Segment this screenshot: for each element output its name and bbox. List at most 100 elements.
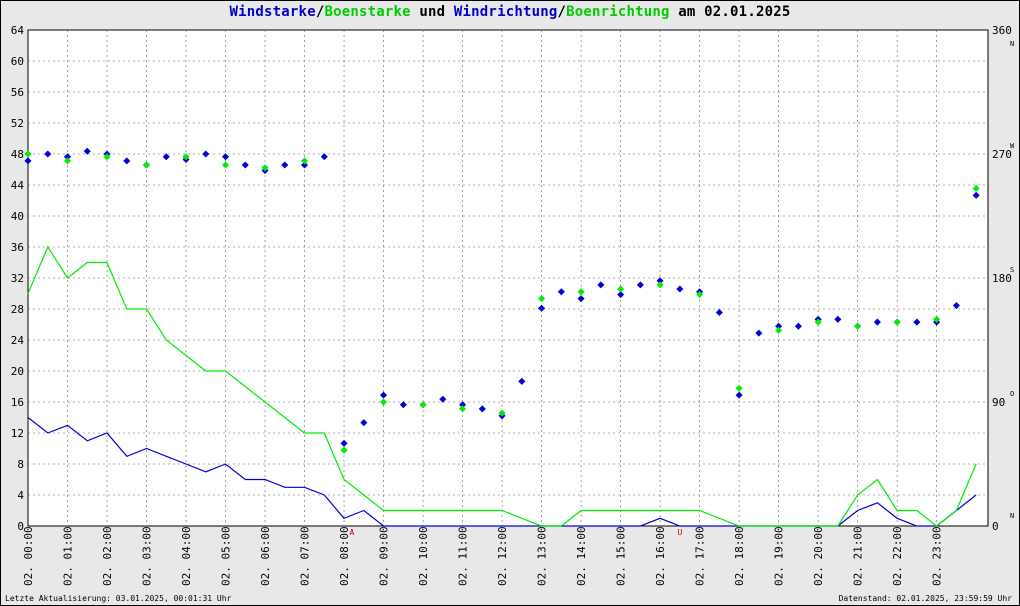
series-windrichtung-point xyxy=(162,153,170,161)
series-windrichtung-point xyxy=(557,288,565,296)
y-left-tick-label: 24 xyxy=(11,334,25,347)
y-right-direction-label: N xyxy=(1010,512,1014,520)
series-boenstarke-line xyxy=(27,245,977,527)
x-event-marker: U xyxy=(677,528,682,537)
x-tick-label: 02. 01:00 xyxy=(62,526,75,586)
series-boenrichtung-point xyxy=(656,281,664,289)
title-mid: und xyxy=(410,4,454,20)
x-event-marker: A xyxy=(350,528,355,537)
y-left-tick-label: 56 xyxy=(11,86,24,99)
series-windrichtung-point xyxy=(538,304,546,312)
series-boenrichtung-point xyxy=(893,318,901,326)
series-boenrichtung-point xyxy=(775,326,783,334)
series-boenrichtung-point xyxy=(854,322,862,330)
series-windrichtung-point xyxy=(952,302,960,310)
series-windrichtung-point xyxy=(597,281,605,289)
series-windrichtung-point xyxy=(656,277,664,285)
x-tick-label: 02. 13:00 xyxy=(536,526,549,586)
title-sep1: / xyxy=(315,4,325,20)
y-right-tick-label: 270 xyxy=(992,148,1012,161)
x-tick-label: 02. 23:00 xyxy=(931,526,944,586)
series-windrichtung-point xyxy=(775,322,783,330)
series-boenrichtung-point xyxy=(933,315,941,323)
series-boenrichtung-point xyxy=(301,157,309,165)
series-boenrichtung-point xyxy=(142,161,151,169)
y-right-tick-label: 90 xyxy=(992,396,1005,409)
series-boenrichtung-point xyxy=(459,405,467,413)
y-right-direction-label: O xyxy=(1010,390,1014,398)
y-left-tick-label: 64 xyxy=(11,24,25,37)
y-right-direction-label: S xyxy=(1010,266,1014,274)
series-windrichtung-point xyxy=(755,329,763,337)
series-windrichtung-point xyxy=(24,157,32,165)
x-tick-label: 02. 12:00 xyxy=(496,526,509,586)
y-right-direction-label: W xyxy=(1010,142,1015,150)
y-right-tick-label: 0 xyxy=(992,520,999,533)
series-windrichtung-point xyxy=(834,315,842,323)
title-sep2: / xyxy=(557,4,567,20)
series-boenrichtung-point xyxy=(63,157,72,165)
series-windrichtung-point xyxy=(360,419,368,427)
footer-last-update: Letzte Aktualisierung: 03.01.2025, 00:01… xyxy=(5,594,232,603)
x-tick-label: 02. 06:00 xyxy=(259,526,272,586)
y-left-tick-label: 0 xyxy=(17,520,24,533)
series-windrichtung-point xyxy=(380,391,388,399)
y-left-tick-label: 52 xyxy=(11,117,24,130)
series-windrichtung-point xyxy=(241,161,249,169)
series-boenrichtung-point xyxy=(419,401,427,409)
x-tick-label: 02. 03:00 xyxy=(141,526,154,586)
series-boenrichtung-point xyxy=(498,409,506,417)
x-tick-label: 02. 08:00 xyxy=(338,526,351,586)
x-tick-label: 02. 17:00 xyxy=(694,526,707,586)
series-windrichtung-point xyxy=(63,153,72,161)
x-tick-label: 02. 22:00 xyxy=(891,526,904,586)
series-windrichtung-point xyxy=(972,191,980,199)
x-tick-label: 02. 02:00 xyxy=(101,526,114,586)
y-right-tick-label: 360 xyxy=(992,24,1012,37)
series-windrichtung-point xyxy=(439,395,447,403)
series-boenrichtung-point xyxy=(972,184,980,192)
x-tick-label: 02. 21:00 xyxy=(852,526,865,586)
y-left-tick-label: 20 xyxy=(11,365,24,378)
series-windrichtung-point xyxy=(577,295,585,303)
x-tick-label: 02. 15:00 xyxy=(615,526,628,586)
x-tick-label: 02. 18:00 xyxy=(733,526,746,586)
y-left-tick-label: 12 xyxy=(11,427,24,440)
series-boenrichtung-point xyxy=(340,446,348,454)
series-boenrichtung-point xyxy=(261,164,269,172)
series-windrichtung-point xyxy=(518,377,526,385)
footer-data-state: Datenstand: 02.01.2025, 23:59:59 Uhr xyxy=(838,594,1012,603)
series-windrichtung-point xyxy=(123,157,131,165)
y-left-tick-label: 32 xyxy=(11,272,24,285)
series-windrichtung-point xyxy=(399,401,407,409)
x-tick-label: 02. 00:00 xyxy=(22,526,35,586)
series-boenrichtung-point xyxy=(577,288,585,296)
y-left-tick-label: 4 xyxy=(17,489,24,502)
title-date: am 02.01.2025 xyxy=(669,4,791,20)
x-tick-label: 02. 09:00 xyxy=(378,526,391,586)
x-tick-label: 02. 07:00 xyxy=(299,526,312,586)
x-tick-label: 02. 10:00 xyxy=(417,526,430,586)
series-windrichtung-point xyxy=(913,318,921,326)
y-left-tick-label: 36 xyxy=(11,241,24,254)
series-windrichtung-point xyxy=(320,153,328,161)
series-windrichtung-point xyxy=(636,281,644,289)
y-left-tick-label: 8 xyxy=(17,458,24,471)
series-boenrichtung-point xyxy=(221,161,230,169)
series-windrichtung-point xyxy=(202,150,210,158)
y-left-tick-label: 28 xyxy=(11,303,24,316)
series-windrichtung-point xyxy=(301,161,309,169)
series-windrichtung-point xyxy=(459,401,467,409)
series-boenrichtung-point xyxy=(735,384,743,392)
y-left-tick-label: 40 xyxy=(11,210,24,223)
title-windstarke: Windstarke xyxy=(229,4,316,20)
series-boenrichtung-point xyxy=(24,150,32,158)
title-boenstarke: Boenstarke xyxy=(324,4,411,20)
series-windrichtung-point xyxy=(478,405,486,413)
x-tick-label: 02. 11:00 xyxy=(457,526,470,586)
series-windrichtung-point xyxy=(873,318,881,326)
y-right-tick-label: 180 xyxy=(992,272,1012,285)
series-windrichtung-point xyxy=(617,290,625,299)
series-windrichtung-point xyxy=(340,439,348,447)
